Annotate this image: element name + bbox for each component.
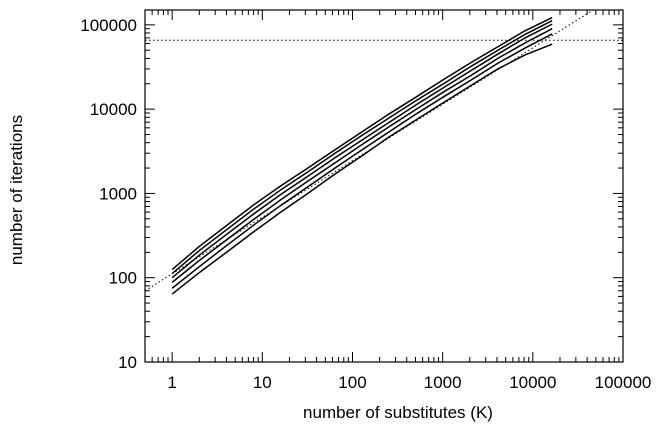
x-tick-label: 10000 [509, 373, 556, 392]
y-tick-label: 1000 [99, 184, 137, 203]
y-tick-label: 100000 [80, 16, 137, 35]
x-tick-label: 1000 [424, 373, 462, 392]
series-line-0 [171, 43, 553, 295]
x-tick-label: 1 [167, 373, 176, 392]
series-line-4 [171, 20, 553, 275]
series-line-5 [171, 16, 553, 271]
x-tick-label: 100000 [595, 373, 652, 392]
y-tick-label: 10 [118, 353, 137, 372]
x-tick-label: 10 [253, 373, 272, 392]
series-line-3 [171, 23, 553, 279]
plot-frame [144, 9, 624, 363]
series-line-1 [171, 33, 553, 289]
x-axis-title: number of substitutes (K) [303, 403, 493, 422]
series-line-2 [171, 28, 553, 283]
y-tick-label: 100 [109, 269, 137, 288]
x-tick-label: 100 [338, 373, 366, 392]
y-axis-title: number of iterations [7, 115, 26, 265]
y-tick-label: 10000 [90, 100, 137, 119]
